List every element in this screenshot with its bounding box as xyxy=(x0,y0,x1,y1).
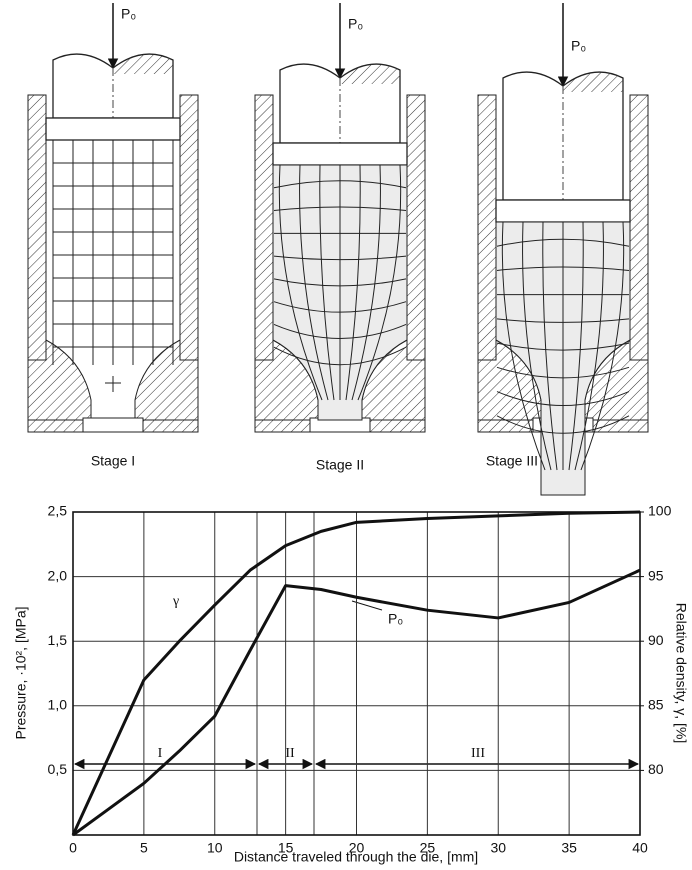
stage-label: III xyxy=(471,746,485,761)
series-line xyxy=(71,510,641,836)
mesh-line xyxy=(345,164,361,401)
die-wall xyxy=(406,94,426,361)
label-bg xyxy=(278,746,302,760)
punch-cap xyxy=(563,72,623,92)
mesh-line xyxy=(501,221,546,471)
chart: I II III γ P₀ Distance traveled through … xyxy=(13,503,690,865)
stage: P₀ Stage III xyxy=(477,3,649,496)
die-funnel xyxy=(27,339,92,421)
y2-tick-label: 90 xyxy=(648,632,664,648)
y2-tick-label: 85 xyxy=(648,697,664,713)
series-line xyxy=(72,568,641,837)
y-tick-label: 0,5 xyxy=(48,761,68,777)
die-wall xyxy=(629,94,649,361)
stage-label: II xyxy=(285,746,295,761)
stage-label: Stage III xyxy=(486,453,538,469)
y-tick-label: 2,5 xyxy=(48,503,68,519)
y-tick-label: 1,0 xyxy=(48,697,68,713)
mesh-line xyxy=(357,164,402,401)
mesh-line xyxy=(542,221,558,471)
force-label: P₀ xyxy=(121,6,136,22)
y2-tick-label: 95 xyxy=(648,567,664,583)
x-tick-label: 0 xyxy=(69,840,77,856)
x-tick-label: 20 xyxy=(349,840,365,856)
y-tick-label: 2,0 xyxy=(48,567,68,583)
punch-cap xyxy=(340,64,400,84)
plot-frame xyxy=(72,511,641,836)
mesh-line xyxy=(299,164,329,401)
stage-label: I xyxy=(158,746,163,761)
mesh-line xyxy=(278,164,323,401)
x-tick-label: 10 xyxy=(207,840,223,856)
y-tick-label: 1,5 xyxy=(48,632,68,648)
punch-block xyxy=(45,117,181,141)
x-tick-label: 5 xyxy=(140,840,148,856)
label-bg xyxy=(462,746,494,760)
x-tick-label: 40 xyxy=(632,840,648,856)
stage: P₀ Stage I xyxy=(27,3,199,469)
mesh-line xyxy=(568,221,584,471)
force-label: P₀ xyxy=(348,16,363,32)
punch-block xyxy=(272,142,408,166)
die-wall xyxy=(477,94,497,361)
die-wall xyxy=(254,94,274,361)
y-axis-label: Pressure, ·10², [MPa] xyxy=(13,606,29,739)
stage-diagrams: P₀ Stage I P₀ Stage II P₀ Stage III xyxy=(27,3,649,496)
series-label: P₀ xyxy=(388,611,403,627)
x-tick-label: 35 xyxy=(561,840,577,856)
x-tick-label: 30 xyxy=(490,840,506,856)
y2-tick-label: 80 xyxy=(648,761,664,777)
die-plate xyxy=(82,417,144,433)
mesh-line xyxy=(580,221,625,471)
mesh-line xyxy=(351,164,381,401)
punch-cap xyxy=(113,54,173,74)
label-bg xyxy=(150,746,170,760)
y2-axis-label: Relative density, γ, [%] xyxy=(673,603,689,744)
stage-label: Stage II xyxy=(316,457,364,473)
stage-label: Stage I xyxy=(91,453,135,469)
x-axis-label: Distance traveled through the die, [mm] xyxy=(234,849,478,865)
force-label: P₀ xyxy=(571,38,586,54)
mesh-line xyxy=(574,221,604,471)
x-tick-label: 15 xyxy=(278,840,294,856)
series-label: γ xyxy=(172,594,179,609)
y2-tick-label: 100 xyxy=(648,503,672,519)
mesh-line xyxy=(522,221,552,471)
die-wall xyxy=(27,94,47,361)
punch-block xyxy=(495,199,631,223)
stage: P₀ Stage II xyxy=(254,3,426,473)
x-tick-label: 25 xyxy=(420,840,436,856)
die-wall xyxy=(179,94,199,361)
die-funnel xyxy=(134,339,199,421)
mesh-line xyxy=(319,164,335,401)
